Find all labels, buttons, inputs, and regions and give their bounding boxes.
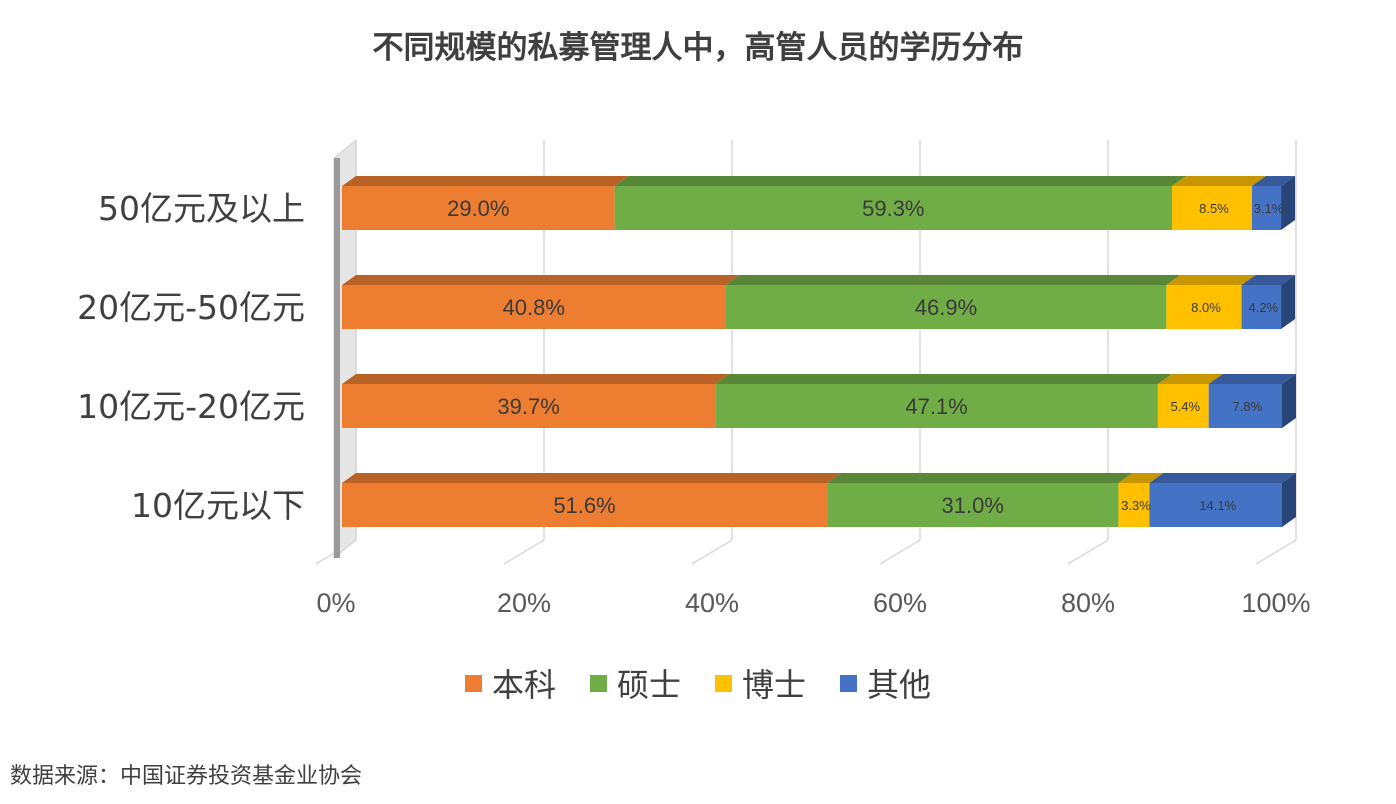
bar <box>1172 186 1252 230</box>
legend-label: 博士 <box>742 666 807 704</box>
data-label: 5.4% <box>1170 399 1200 414</box>
bar-top <box>1149 473 1296 483</box>
x-tick-label: 20% <box>497 588 551 618</box>
axis-edge <box>334 158 340 558</box>
chart-title: 不同规模的私募管理人中，高管人员的学历分布 <box>372 30 1024 66</box>
legend-item: 其他 <box>840 660 931 706</box>
bar-side <box>1281 275 1296 329</box>
bar <box>342 285 726 329</box>
data-label: 7.8% <box>1233 399 1263 414</box>
bar-top <box>1157 374 1223 384</box>
floor-gridline <box>691 539 733 565</box>
data-label: 46.9% <box>915 295 977 320</box>
bar <box>715 384 1158 428</box>
data-label: 51.6% <box>553 493 615 518</box>
floor-gridline <box>503 539 545 565</box>
category-label: 50亿元及以上 <box>98 189 305 228</box>
bar-top <box>1241 275 1296 285</box>
data-label: 4.2% <box>1248 300 1278 315</box>
legend: 本科 硕士 博士 其他 <box>0 660 1396 706</box>
bar-top <box>1251 176 1296 186</box>
legend-label: 硕士 <box>616 666 681 704</box>
floor-gridline <box>1067 539 1109 565</box>
bar-top <box>342 176 629 186</box>
bar <box>827 483 1119 527</box>
legend-swatch <box>464 674 482 692</box>
bar-top <box>715 374 1172 384</box>
category-label: 20亿元-50亿元 <box>77 288 305 327</box>
bar <box>342 384 716 428</box>
x-tick-label: 0% <box>316 588 355 618</box>
legend-item: 硕士 <box>589 660 681 706</box>
bar-top <box>827 473 1133 483</box>
bar-side <box>1281 176 1296 230</box>
bar <box>342 186 615 230</box>
bar-side <box>1282 473 1296 527</box>
bar <box>1208 384 1282 428</box>
bar <box>1166 285 1242 329</box>
data-label: 47.1% <box>905 394 967 419</box>
floor-gridline <box>1255 539 1297 565</box>
bar <box>1118 483 1150 527</box>
floor-gridline <box>879 539 921 565</box>
x-tick-label: 40% <box>685 588 739 618</box>
data-label: 40.8% <box>503 295 565 320</box>
legend-swatch <box>840 674 858 692</box>
bar-top <box>1172 176 1266 186</box>
data-label: 3.1% <box>1254 201 1284 216</box>
x-tick-label: 80% <box>1061 588 1115 618</box>
bar-side <box>1282 374 1296 428</box>
data-label: 3.3% <box>1121 498 1151 513</box>
bar <box>614 186 1173 230</box>
bar-top <box>725 275 1181 285</box>
bar-top <box>342 374 730 384</box>
bar <box>725 285 1167 329</box>
bar <box>1149 483 1282 527</box>
legend-swatch <box>589 674 607 692</box>
bar <box>1251 186 1282 230</box>
bar-top <box>1118 473 1164 483</box>
bar <box>1241 285 1282 329</box>
legend-label: 本科 <box>491 666 556 704</box>
legend-swatch <box>715 674 732 692</box>
legend-item: 博士 <box>715 660 806 706</box>
data-label: 8.0% <box>1191 300 1221 315</box>
data-label: 29.0% <box>447 196 509 221</box>
source-note: 数据来源：中国证券投资基金业协会 <box>10 764 363 789</box>
data-label: 8.5% <box>1199 201 1229 216</box>
bar-top <box>342 275 740 285</box>
data-label: 59.3% <box>862 196 924 221</box>
data-label: 31.0% <box>942 493 1004 518</box>
bar <box>342 483 828 527</box>
bar <box>1157 384 1209 428</box>
category-label: 10亿元以下 <box>131 486 305 525</box>
bar-top <box>614 176 1187 186</box>
data-label: 39.7% <box>497 394 559 419</box>
legend-label: 其他 <box>867 666 932 704</box>
category-label: 10亿元-20亿元 <box>77 387 305 426</box>
bar-top <box>1166 275 1256 285</box>
data-label: 14.1% <box>1199 498 1236 513</box>
legend-item: 本科 <box>464 660 556 706</box>
bar-top <box>342 473 842 483</box>
x-tick-label: 60% <box>873 588 927 618</box>
x-tick-label: 100% <box>1241 588 1310 618</box>
bar-top <box>1208 374 1296 384</box>
